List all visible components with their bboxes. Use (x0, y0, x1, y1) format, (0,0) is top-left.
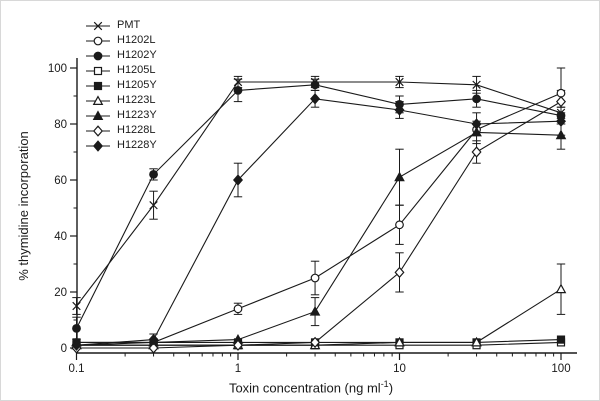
y-axis-label: % thymidine incorporation (16, 131, 31, 281)
legend-item-H1205L: H1205L (85, 63, 157, 78)
legend: PMT H1202L H1202Y H1205L H1205Y H1223L H1223Y H… (85, 18, 157, 153)
legend-marker-square-filled-icon (86, 81, 110, 90)
svg-text:60: 60 (54, 175, 67, 187)
x-axis-label-close-paren: ) (388, 380, 394, 396)
legend-label: H1228Y (117, 139, 157, 151)
legend-label: H1223L (117, 94, 156, 106)
legend-label: H1202L (117, 34, 156, 46)
legend-item-PMT: PMT (85, 18, 157, 33)
svg-text:40: 40 (54, 231, 67, 243)
legend-marker-triangle-filled-icon (86, 109, 110, 120)
svg-text:100: 100 (48, 63, 67, 75)
svg-text:0.1: 0.1 (69, 363, 85, 375)
x-axis-label-superscript: -1 (380, 379, 389, 389)
series-H1223Y (71, 126, 567, 347)
legend-marker-diamond-open-icon (86, 124, 110, 137)
legend-label: H1202Y (117, 49, 157, 61)
svg-text:10: 10 (393, 363, 406, 375)
legend-item-H1202L: H1202L (85, 33, 157, 48)
series-PMT (72, 77, 566, 311)
series-H1228Y (71, 93, 566, 351)
legend-marker-circle-open-icon (86, 36, 110, 45)
legend-item-H1228L: H1228L (85, 123, 157, 138)
svg-text:80: 80 (54, 119, 67, 131)
legend-marker-diamond-filled-icon (86, 139, 110, 152)
legend-label: H1205L (117, 64, 156, 76)
x-axis-label-text: Toxin concentration (ng ml (228, 380, 381, 396)
svg-text:1: 1 (235, 363, 241, 375)
legend-label: H1228L (117, 124, 156, 136)
legend-label: PMT (117, 19, 141, 31)
svg-text:20: 20 (54, 287, 67, 299)
svg-text:0: 0 (61, 343, 67, 355)
legend-marker-x-open-icon (86, 21, 110, 30)
legend-item-H1223Y: H1223Y (85, 108, 157, 123)
legend-item-H1228Y: H1228Y (85, 138, 157, 153)
legend-item-H1223L: H1223L (85, 93, 157, 108)
legend-item-H1205Y: H1205Y (85, 78, 157, 93)
legend-marker-triangle-open-icon (86, 94, 110, 105)
legend-label: H1223Y (117, 109, 157, 121)
x-axis-label: Toxin concentration (ng ml-1) (41, 379, 581, 397)
legend-label: H1205Y (117, 79, 157, 91)
legend-marker-square-open-icon (86, 66, 110, 75)
svg-text:100: 100 (551, 363, 570, 375)
legend-marker-circle-filled-icon (86, 51, 110, 60)
legend-item-H1202Y: H1202Y (85, 48, 157, 63)
